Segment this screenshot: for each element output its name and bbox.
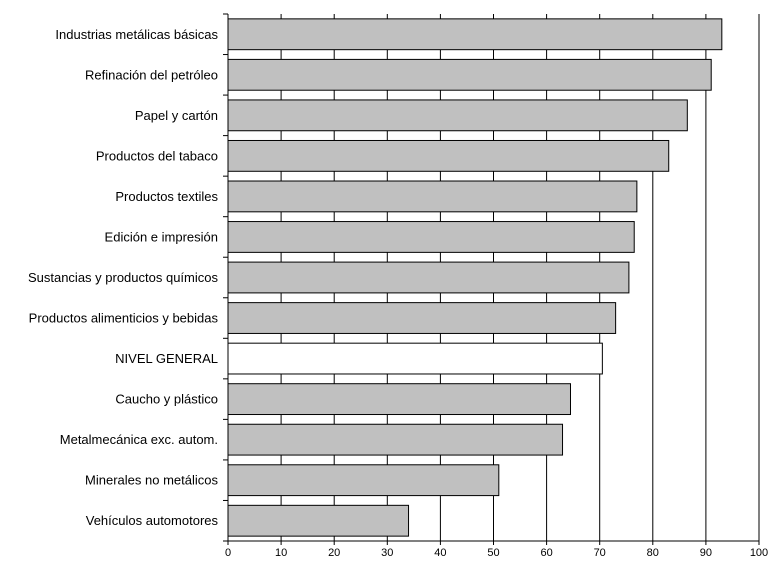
bar (227, 139, 670, 172)
category-label: Minerales no metálicos (85, 473, 218, 488)
x-tick-label: 40 (434, 547, 446, 559)
category-label: Metalmecánica exc. autom. (60, 432, 218, 447)
x-tick-label: 70 (594, 547, 606, 559)
bar (227, 99, 688, 132)
bar (227, 342, 603, 375)
bar (227, 18, 723, 51)
category-label: NIVEL GENERAL (115, 351, 218, 366)
bar (227, 221, 635, 253)
bar (227, 261, 630, 294)
bar (227, 302, 617, 334)
x-tick-label: 30 (381, 547, 393, 559)
category-label: Productos alimenticios y bebidas (29, 311, 219, 326)
category-label: Industrias metálicas básicas (55, 27, 218, 42)
tick-labels: 0 10 20 30 40 50 60 70 80 90 100 (225, 547, 768, 559)
x-tick-label: 100 (750, 547, 768, 559)
x-tick-label: 90 (700, 547, 712, 559)
bar (227, 383, 571, 416)
bars (227, 18, 723, 537)
x-tick-label: 80 (647, 547, 659, 559)
category-label: Edición e impresión (105, 229, 218, 244)
category-label: Caucho y plástico (115, 392, 218, 407)
bar (227, 58, 712, 91)
x-tick-label: 60 (540, 547, 552, 559)
category-label: Productos textiles (115, 189, 218, 204)
bar (227, 423, 564, 456)
x-tick-label: 20 (328, 547, 340, 559)
category-label: Sustancias y productos químicos (28, 270, 219, 285)
category-label: Productos del tabaco (96, 148, 218, 163)
category-label: Vehículos automotores (86, 513, 219, 528)
x-tick-label: 10 (275, 547, 287, 559)
x-tick-label: 0 (225, 547, 231, 559)
bar (227, 504, 410, 537)
category-labels: Industrias metálicas básicas Refinación d… (28, 27, 219, 528)
bar (227, 180, 638, 213)
axes (223, 13, 760, 545)
x-tick-label: 50 (487, 547, 499, 559)
category-label: Papel y cartón (135, 108, 218, 123)
category-label: Refinación del petróleo (85, 67, 218, 82)
bar (227, 464, 500, 497)
